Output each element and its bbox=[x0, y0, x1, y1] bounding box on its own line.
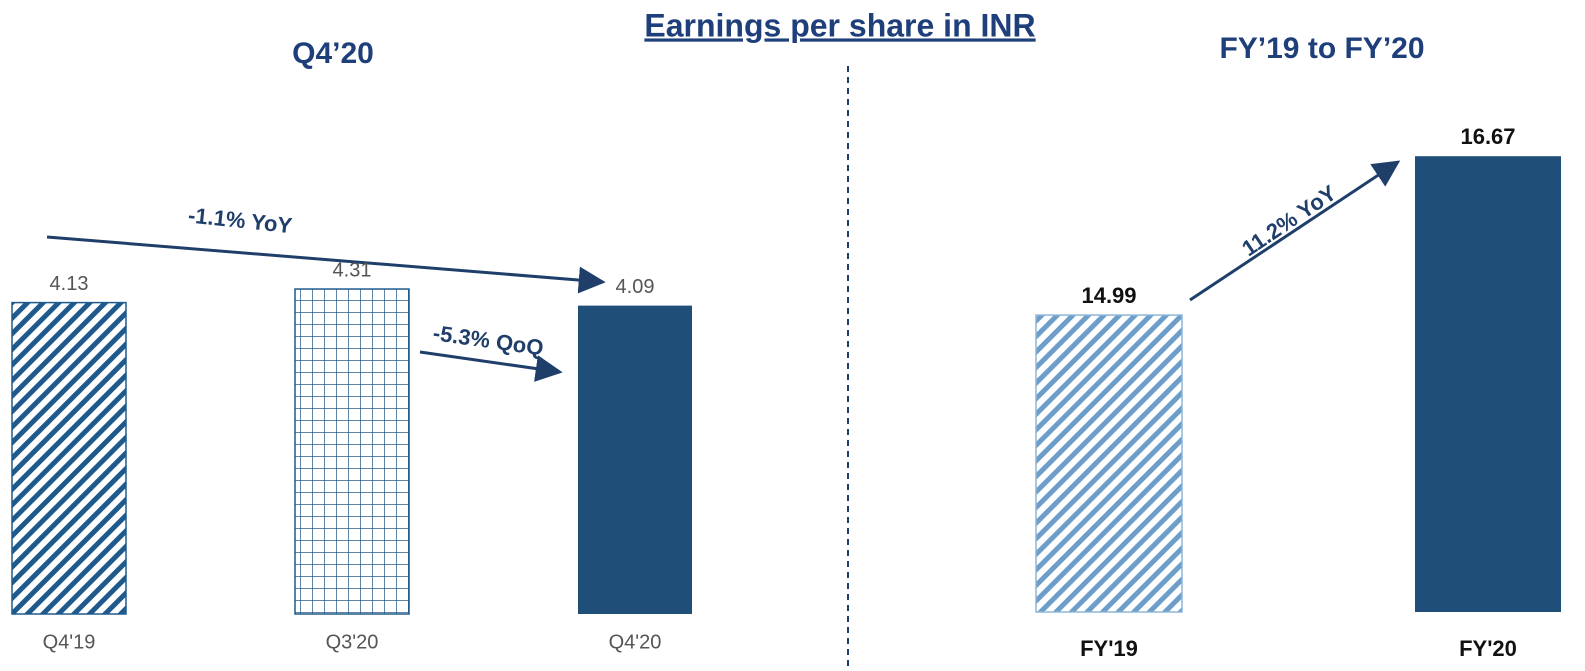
value-label: 16.67 bbox=[1460, 124, 1515, 149]
annotation: -1.1% YoY bbox=[187, 202, 294, 238]
value-label: 4.13 bbox=[50, 273, 89, 295]
annotation: 11.2% YoY bbox=[1237, 180, 1341, 261]
bar bbox=[11, 301, 127, 615]
bar bbox=[294, 288, 410, 615]
value-label: 14.99 bbox=[1081, 283, 1136, 308]
chart-title: FY’19 to FY’20 bbox=[1219, 32, 1424, 65]
bar bbox=[1035, 314, 1183, 613]
x-tick-label: FY'20 bbox=[1459, 636, 1517, 661]
value-label: 4.31 bbox=[333, 259, 372, 281]
x-tick-label: Q4'20 bbox=[609, 631, 662, 653]
chart-title: Q4’20 bbox=[292, 37, 374, 70]
annotation: -5.3% QoQ bbox=[431, 320, 545, 360]
bar bbox=[1415, 156, 1561, 613]
page-title: Earnings per share in INR bbox=[644, 7, 1035, 43]
x-tick-label: Q3'20 bbox=[326, 631, 379, 653]
arrow bbox=[46, 235, 606, 294]
arrow bbox=[1189, 160, 1401, 302]
bar bbox=[578, 305, 692, 614]
x-tick-label: Q4'19 bbox=[43, 631, 96, 653]
value-label: 4.09 bbox=[616, 276, 655, 298]
arrow bbox=[419, 350, 563, 382]
x-tick-label: FY'19 bbox=[1080, 636, 1138, 661]
